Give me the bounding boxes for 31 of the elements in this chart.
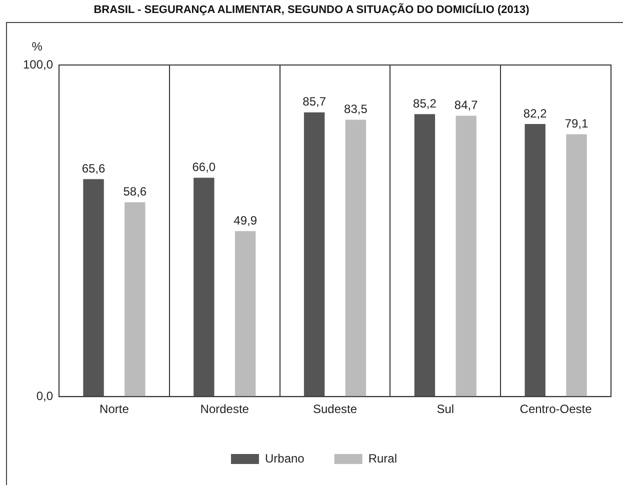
data-label: 49,9 [234, 213, 258, 228]
x-tick-label: Centro-Oeste [520, 402, 592, 416]
bar [124, 202, 146, 397]
bar [524, 124, 546, 397]
data-label: 66,0 [192, 160, 216, 174]
bar [566, 134, 587, 397]
x-tick-label: Sudeste [312, 402, 358, 416]
bar [83, 179, 104, 397]
y-tick-label: 0,0 [36, 388, 54, 403]
data-label: 83,5 [344, 102, 368, 116]
bar [414, 114, 436, 397]
chart-title: BRASIL - SEGURANÇA ALIMENTAR, SEGUNDO A SITUAÇÃO DO DOMICÍLIO (2013) [92, 4, 530, 16]
x-tick-label: Nordeste [200, 402, 250, 416]
x-tick-label: Sul [436, 402, 454, 416]
data-label: 82,2 [523, 106, 548, 120]
bar [234, 231, 256, 397]
data-label: 58,6 [123, 184, 147, 199]
data-label: 79,1 [564, 116, 589, 131]
bar [456, 116, 476, 397]
data-label: 65,6 [82, 161, 106, 176]
data-label: 85,7 [302, 94, 326, 109]
x-tick-label: Norte [100, 402, 130, 416]
y-axis-title: % [32, 39, 43, 54]
y-tick-label: 100,0 [23, 57, 54, 72]
data-label: 85,2 [413, 96, 437, 110]
bar [345, 120, 366, 397]
bar [304, 112, 325, 397]
data-label: 84,7 [454, 98, 478, 112]
legend-label: Urbano [264, 451, 305, 466]
legend-label: Rural [368, 451, 398, 466]
bar [194, 178, 214, 397]
